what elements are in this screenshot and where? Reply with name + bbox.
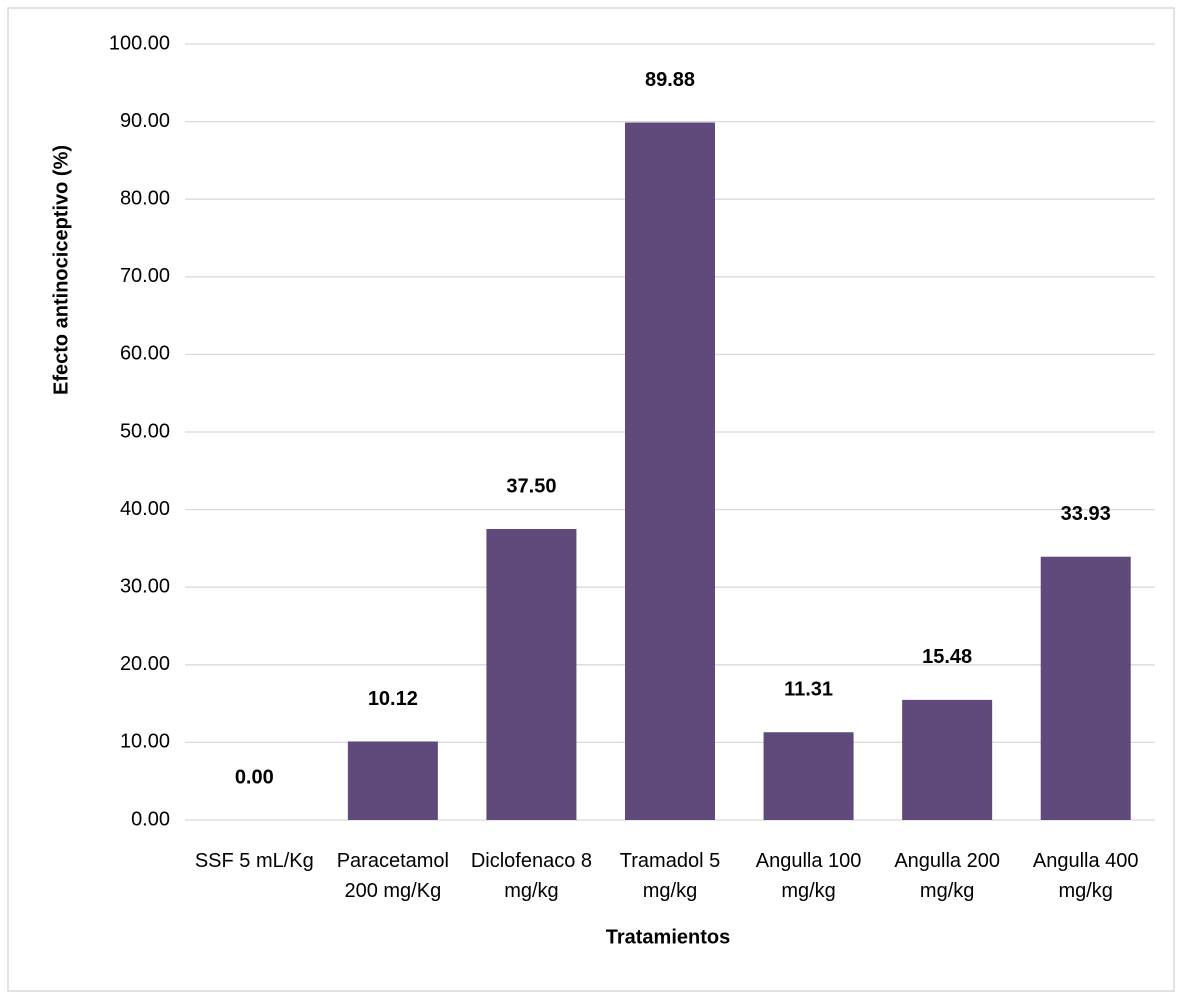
y-tick-label: 10.00 <box>120 731 170 753</box>
y-tick-label: 30.00 <box>120 575 170 597</box>
y-tick-label: 90.00 <box>120 110 170 132</box>
y-axis-title: Efecto antinociceptivo (%) <box>50 145 72 395</box>
data-label: 11.31 <box>784 679 833 701</box>
data-label: 0.00 <box>235 766 274 788</box>
chart-border <box>7 7 1175 992</box>
bar <box>763 732 854 820</box>
bar <box>625 122 715 821</box>
y-tick-label: 20.00 <box>120 653 170 675</box>
y-tick-label: 70.00 <box>120 265 170 287</box>
data-label: 37.50 <box>506 475 556 497</box>
x-tick-label: Paracetamol 200 mg/Kg <box>336 850 449 902</box>
y-tick-label: 40.00 <box>120 498 170 520</box>
y-tick-label: 100.00 <box>109 32 170 54</box>
x-tick-label: Angulla 400 mg/kg <box>1032 850 1139 902</box>
bar <box>486 529 577 820</box>
data-label: 33.93 <box>1061 503 1111 525</box>
x-axis-title: Tratamientos <box>606 926 730 948</box>
data-label: 15.48 <box>922 646 972 668</box>
data-label: 89.88 <box>645 69 695 91</box>
y-tick-label: 80.00 <box>120 187 170 209</box>
x-tick-label: Angulla 200 mg/kg <box>894 850 1000 902</box>
x-tick-label: Diclofenaco 8 mg/kg <box>470 850 593 902</box>
bar <box>347 741 438 820</box>
bar <box>902 699 993 820</box>
y-tick-label: 60.00 <box>120 343 170 365</box>
y-tick-label: 50.00 <box>120 420 170 442</box>
x-tick-label: Tramadol 5 mg/kg <box>619 850 721 902</box>
data-label: 10.12 <box>368 688 418 710</box>
y-tick-label: 0.00 <box>131 808 170 830</box>
x-tick-label: SSF 5 mL/Kg <box>194 850 314 872</box>
bar <box>1040 556 1131 820</box>
x-tick-label: Angulla 100 mg/kg <box>755 850 862 902</box>
